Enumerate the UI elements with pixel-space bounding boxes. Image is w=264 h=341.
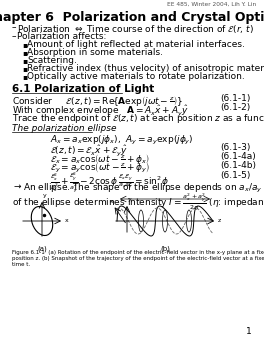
- Text: 6.1 Polarization of Light: 6.1 Polarization of Light: [12, 84, 154, 94]
- Text: ▪: ▪: [22, 64, 27, 73]
- Text: With complex envelope   $\mathbf{A} = A_x\hat{x} + A_y\hat{y}$: With complex envelope $\mathbf{A} = A_x\…: [12, 103, 189, 118]
- Text: (b): (b): [160, 245, 170, 252]
- Text: ▪: ▪: [22, 48, 27, 57]
- Text: (a): (a): [37, 245, 47, 252]
- Text: An ellipse. The shape of the ellipse depends on $a_x/a_y$ and $\phi$. The size: An ellipse. The shape of the ellipse dep…: [23, 182, 264, 195]
- Text: Consider     $\mathcal{E}(z, t) = \mathrm{Re}\!\left\{\mathbf{A}\exp\!\left(j\om: Consider $\mathcal{E}(z, t) = \mathrm{Re…: [12, 94, 183, 108]
- Text: Refractive index (thus velocity) of anisotropic materials.: Refractive index (thus velocity) of anis…: [27, 64, 264, 73]
- Text: The polarization ellipse: The polarization ellipse: [12, 124, 116, 133]
- Text: x: x: [65, 219, 69, 223]
- Text: –: –: [12, 32, 16, 41]
- Text: ▪: ▪: [22, 56, 27, 65]
- Text: ▪: ▪: [22, 72, 27, 81]
- Text: 1: 1: [246, 327, 252, 336]
- Text: (6.1-4b): (6.1-4b): [220, 161, 256, 170]
- Text: (6.1-1): (6.1-1): [220, 94, 250, 103]
- Text: Polarization $\Leftrightarrow$ Time course of the direction of $\mathcal{E}$($r$: Polarization $\Leftrightarrow$ Time cour…: [17, 23, 254, 35]
- Text: Amount of light reflected at material interfaces.: Amount of light reflected at material in…: [27, 40, 245, 49]
- Text: ▪: ▪: [22, 40, 27, 49]
- Text: (6.1-4a): (6.1-4a): [220, 152, 256, 161]
- Text: (6.1-5): (6.1-5): [220, 171, 250, 180]
- Text: –: –: [12, 23, 16, 32]
- Text: $\mathcal{E}_y = a_y\cos\!\left(\omega t - \frac{z}{\,} + \phi_y\right)$: $\mathcal{E}_y = a_y\cos\!\left(\omega t…: [50, 161, 150, 175]
- Text: Chapter 6  Polarization and Crystal Optics: Chapter 6 Polarization and Crystal Optic…: [0, 11, 264, 24]
- Text: y: y: [43, 193, 47, 198]
- Text: Trace the endpoint of $\mathcal{E}(z, t)$ at each position $z$ as a function of : Trace the endpoint of $\mathcal{E}(z, t)…: [12, 112, 264, 125]
- Text: Scattering.: Scattering.: [27, 56, 77, 65]
- Text: Polarization affects:: Polarization affects:: [17, 32, 106, 41]
- Text: $\rightarrow$: $\rightarrow$: [12, 182, 23, 191]
- Text: $\mathcal{E}(z, t) = \mathcal{E}_x\hat{x} + \mathcal{E}_y\hat{y}$: $\mathcal{E}(z, t) = \mathcal{E}_x\hat{x…: [50, 143, 128, 158]
- Text: EE 485, Winter 2004, Lih Y. Lin: EE 485, Winter 2004, Lih Y. Lin: [167, 2, 256, 7]
- Text: y: y: [128, 197, 132, 202]
- Text: Figure 6.1-1  (a) Rotation of the endpoint of the electric-field vector in the x: Figure 6.1-1 (a) Rotation of the endpoin…: [12, 250, 264, 267]
- Text: z: z: [218, 219, 221, 223]
- Text: $\frac{\mathcal{E}_x^2}{a_x^2} + \frac{\mathcal{E}_y^2}{a_y^2} - 2\cos\phi\,\fra: $\frac{\mathcal{E}_x^2}{a_x^2} + \frac{\…: [50, 171, 169, 195]
- Text: Optically active materials to rotate polarization.: Optically active materials to rotate pol…: [27, 72, 245, 81]
- Text: $\mathcal{E}_x = a_x\cos\!\left(\omega t - \frac{z}{\,} + \phi_x\right)$: $\mathcal{E}_x = a_x\cos\!\left(\omega t…: [50, 152, 150, 166]
- Text: $A_x = a_x\exp(j\phi_x)$,  $A_y = a_y\exp(j\phi_y)$: $A_x = a_x\exp(j\phi_x)$, $A_y = a_y\exp…: [50, 134, 194, 147]
- Text: (6.1-3): (6.1-3): [220, 143, 250, 152]
- Text: of the ellipse determines intensity $I = \frac{a_x^2 + a_y^2}{2\eta}$ ($\eta$: i: of the ellipse determines intensity $I =…: [12, 191, 264, 212]
- Text: (6.1-2): (6.1-2): [220, 103, 250, 112]
- Text: Absorption in some materials.: Absorption in some materials.: [27, 48, 163, 57]
- Text: x: x: [110, 199, 114, 204]
